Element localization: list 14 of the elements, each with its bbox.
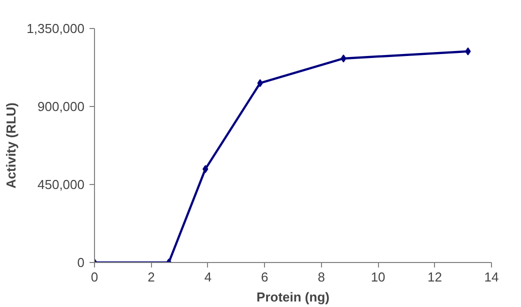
y-tick-label: 450,000 [38,177,85,192]
y-tick-label: 900,000 [38,99,85,114]
x-tick-label: 14 [484,270,499,284]
y-tick-label: 0 [77,255,85,270]
x-tick-label: 8 [318,270,325,284]
x-tick-label: 0 [90,270,98,284]
x-tick-label: 12 [428,270,442,284]
x-tick-label: 4 [204,270,212,284]
x-tick-label: 10 [370,270,386,284]
y-tick-label: 1,350,000 [26,21,85,36]
x-tick-label: 6 [261,270,268,284]
x-axis-title: Protein (ng) [256,290,330,304]
x-tick-label: 2 [148,270,155,284]
y-axis-title: Activity (RLU) [4,102,19,188]
